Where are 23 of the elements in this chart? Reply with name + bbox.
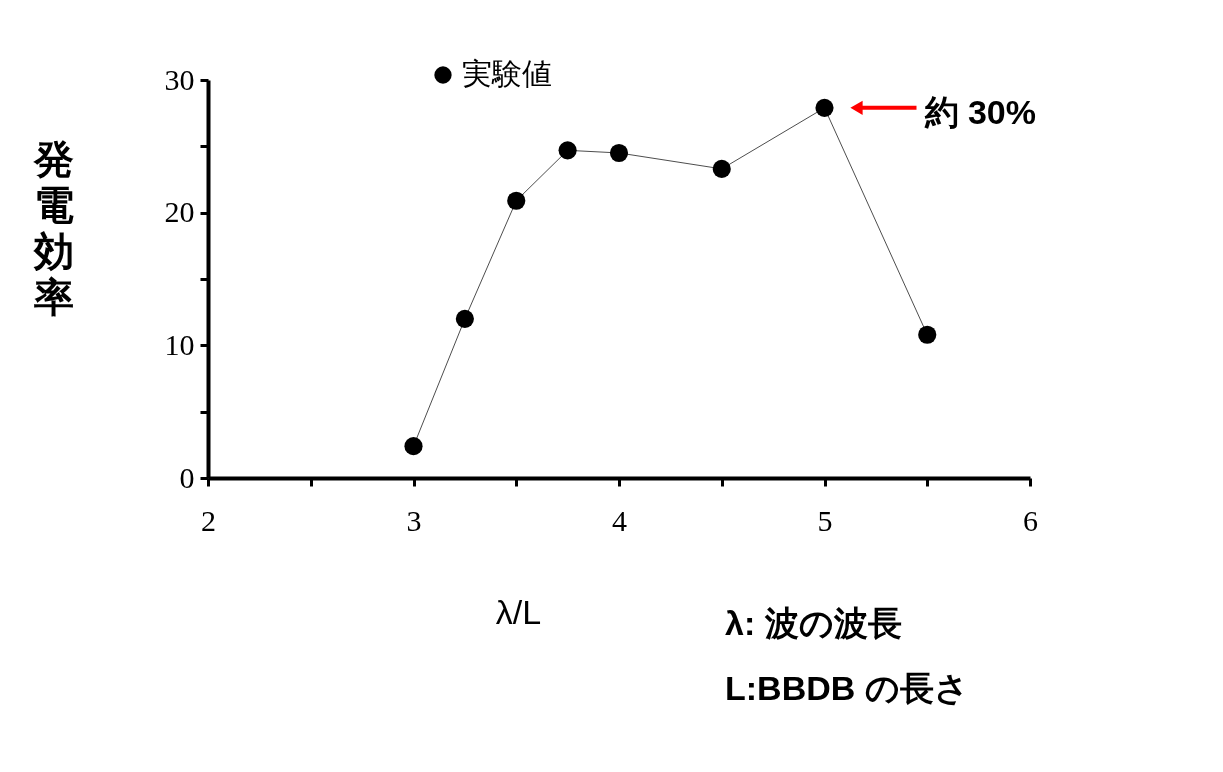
x-axis-title: λ/L [495,592,542,631]
y-tick-label: 10 [164,327,195,361]
point [609,143,629,163]
point [455,309,474,328]
y-tick-label: 20 [164,195,195,229]
y-axis-title: 発電効率 [32,136,74,319]
text: L:BBDB の長さ [725,669,969,707]
x-tick-label: 4 [612,503,627,537]
x-tick-label: 5 [817,503,833,537]
point [815,98,834,117]
point [918,325,937,344]
point [404,437,423,456]
x-tick-label: 2 [201,503,216,537]
x-tick-label: 6 [1023,503,1038,537]
y-tick-label: 0 [179,460,195,494]
point [507,191,526,210]
x-tick-label: 3 [406,503,422,537]
point [558,141,577,160]
point [712,159,731,178]
annotation: 約 30% [923,92,1036,131]
y-tick-label: 30 [164,62,195,96]
legend-label: 実験値 [462,57,552,90]
text: λ: 波の波長 [725,604,902,642]
